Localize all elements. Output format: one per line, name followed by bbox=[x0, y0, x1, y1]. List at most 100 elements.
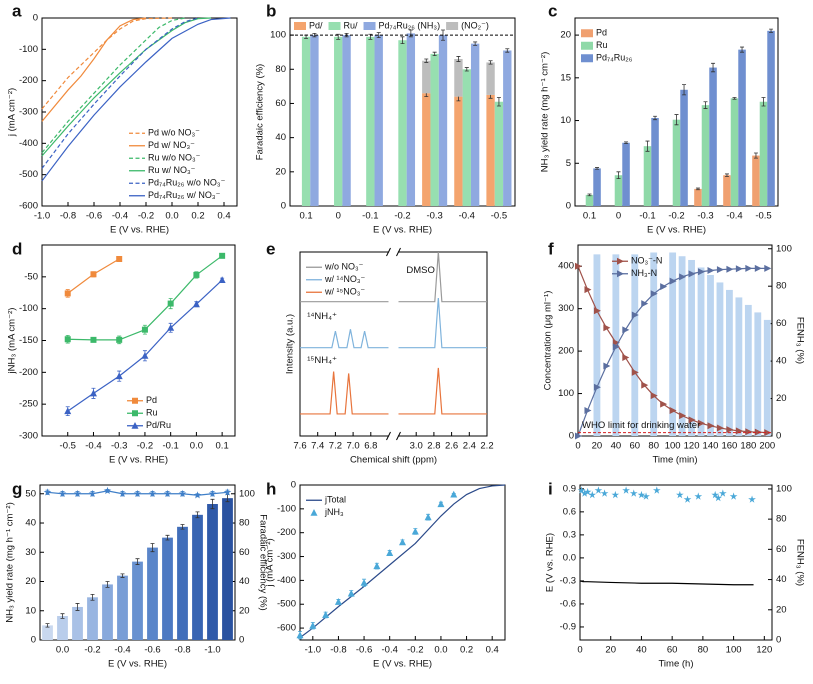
marker bbox=[600, 489, 609, 497]
y2-tick-label: 40 bbox=[239, 576, 250, 587]
y-tick-label: 40 bbox=[275, 132, 286, 143]
bar bbox=[614, 175, 623, 206]
marker bbox=[178, 489, 187, 498]
bar bbox=[622, 142, 630, 206]
y2-tick-label: 20 bbox=[776, 393, 787, 404]
marker bbox=[116, 256, 123, 263]
panel-letter: i bbox=[548, 479, 553, 498]
error-bar bbox=[75, 603, 80, 611]
marker bbox=[707, 422, 715, 430]
marker bbox=[296, 631, 304, 639]
bar bbox=[406, 33, 416, 206]
bar bbox=[651, 117, 659, 206]
x-tick-label: 7.6 bbox=[293, 441, 306, 452]
marker bbox=[650, 290, 658, 298]
bar bbox=[366, 36, 375, 206]
y2-tick-label: 80 bbox=[239, 518, 250, 529]
marker bbox=[642, 492, 650, 500]
marker bbox=[679, 412, 687, 420]
panel-letter: d bbox=[12, 239, 22, 258]
error-bar bbox=[120, 573, 125, 578]
marker bbox=[748, 495, 756, 503]
y-axis-label: j (mA cm⁻²) bbox=[265, 538, 276, 587]
marker bbox=[90, 336, 97, 343]
x-tick-label: -0.8 bbox=[60, 211, 76, 222]
bar bbox=[470, 43, 480, 206]
marker bbox=[707, 266, 715, 274]
legend-swatch bbox=[363, 22, 376, 30]
x-tick-label: 180 bbox=[740, 441, 756, 452]
legend-swatch bbox=[581, 29, 593, 38]
bar bbox=[688, 259, 695, 436]
marker bbox=[660, 400, 668, 408]
y2-tick-label: 60 bbox=[239, 547, 250, 558]
x-axis-label: Chemical shift (ppm) bbox=[350, 455, 437, 466]
marker bbox=[593, 383, 601, 391]
x-tick-label: 0 bbox=[575, 441, 580, 452]
error-bar bbox=[740, 46, 745, 53]
error-bar bbox=[180, 524, 185, 530]
error-bar bbox=[616, 171, 621, 180]
error-bar bbox=[456, 56, 461, 62]
bar bbox=[503, 50, 512, 206]
marker bbox=[631, 311, 639, 319]
y-tick-label: 200 bbox=[558, 346, 574, 357]
y-tick-label: 20 bbox=[25, 576, 36, 587]
x-tick-label: 0.2 bbox=[460, 645, 473, 656]
x-tick-label: 0.1 bbox=[216, 441, 229, 452]
x-tick-label: -0.3 bbox=[426, 211, 442, 222]
line bbox=[41, 17, 147, 122]
bar bbox=[585, 194, 594, 206]
panel-letter: e bbox=[266, 239, 275, 258]
x-axis-label: E (V vs. RHE) bbox=[110, 225, 169, 236]
legend-label: Ru w/ NO₃⁻ bbox=[148, 165, 196, 175]
marker bbox=[719, 489, 727, 497]
y-axis-label: Intensity (a.u.) bbox=[285, 314, 296, 374]
error-bar bbox=[645, 140, 650, 152]
x-tick-label: 0.0 bbox=[165, 211, 178, 222]
x-tick-label: -1.0 bbox=[34, 211, 50, 222]
bar bbox=[438, 35, 448, 206]
x-axis-label: E (V vs. RHE) bbox=[373, 225, 432, 236]
y-axis-label: Concentration (μg ml⁻¹) bbox=[543, 291, 554, 391]
error-bar bbox=[424, 58, 429, 63]
legend-label: Pd₇₄Ru₂₆ bbox=[596, 53, 633, 63]
bar bbox=[735, 297, 743, 436]
y-tick-label: 50 bbox=[25, 488, 36, 499]
marker bbox=[334, 598, 342, 605]
x-tick-label: -0.2 bbox=[84, 645, 100, 656]
error-bar bbox=[505, 48, 510, 53]
y-tick-label: 0 bbox=[33, 13, 38, 24]
marker bbox=[631, 368, 639, 376]
x-tick-label: 80 bbox=[648, 441, 659, 452]
marker bbox=[584, 407, 592, 415]
plot-frame bbox=[299, 484, 506, 641]
bar bbox=[454, 96, 463, 206]
marker bbox=[450, 490, 458, 498]
x-tick-label: -0.3 bbox=[697, 211, 713, 222]
x-tick-label: -0.2 bbox=[137, 441, 153, 452]
y-tick-label: 15 bbox=[560, 72, 571, 83]
legend-label: w/o NO₃⁻ bbox=[324, 262, 364, 272]
x-tick-label: 3.0 bbox=[410, 441, 423, 452]
x-tick-label: -0.3 bbox=[111, 441, 127, 452]
x-tick-label: -0.8 bbox=[174, 645, 190, 656]
y2-axis-label: FENH₃ (%) bbox=[794, 317, 805, 364]
legend-label: Pd w/ NO₃⁻ bbox=[148, 140, 195, 150]
y-tick-label: -200 bbox=[19, 75, 38, 86]
line bbox=[579, 580, 754, 586]
bar bbox=[342, 35, 351, 206]
y-tick-label: -100 bbox=[277, 503, 296, 514]
marker bbox=[218, 276, 226, 284]
x-tick-label: 80 bbox=[698, 645, 709, 656]
x-tick-label: -1.0 bbox=[204, 645, 220, 656]
x-tick-label: 40 bbox=[611, 441, 622, 452]
marker bbox=[167, 300, 174, 307]
y-tick-label: 30 bbox=[25, 547, 36, 558]
legend-label: Ru/ bbox=[344, 20, 359, 30]
marker bbox=[575, 262, 582, 270]
marker bbox=[58, 489, 67, 498]
marker bbox=[617, 270, 624, 278]
bar bbox=[763, 319, 771, 436]
